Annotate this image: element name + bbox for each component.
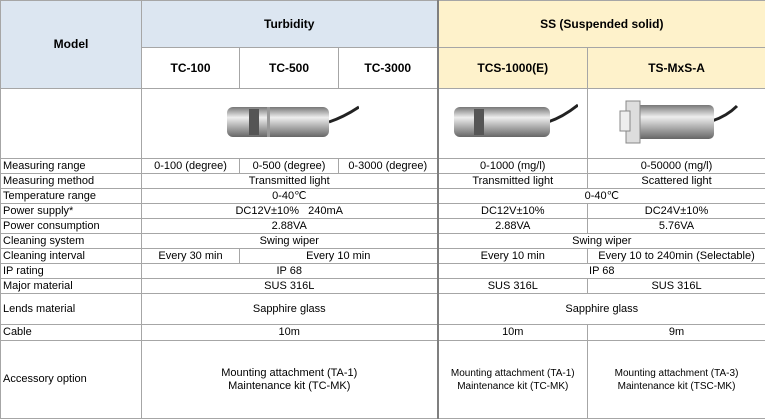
spec-value: Transmitted light	[142, 174, 438, 189]
spec-value: Sapphire glass	[142, 294, 438, 325]
spec-value: 9m	[588, 325, 765, 341]
sensor-image	[448, 97, 578, 147]
spec-value: IP 68	[142, 264, 438, 279]
row-label: Measuring method	[1, 174, 142, 189]
model-header: Model	[1, 1, 142, 89]
spec-value: DC12V±10%	[438, 204, 588, 219]
sensor-image	[219, 97, 359, 147]
row-label: Power consumption	[1, 219, 142, 234]
row-label: Accessory option	[1, 341, 142, 419]
model-name: TC-500	[240, 48, 339, 89]
spec-value: Every 10 to 240min (Selectable)	[588, 249, 765, 264]
spec-value: 0-3000 (degree)	[339, 159, 438, 174]
spec-value: Swing wiper	[142, 234, 438, 249]
spec-line: Mounting attachment (TA-1)	[144, 367, 435, 380]
spec-value: Every 30 min	[142, 249, 240, 264]
row-label: Power supply*	[1, 204, 142, 219]
model-name: TCS-1000(E)	[438, 48, 588, 89]
model-name: TC-3000	[339, 48, 438, 89]
spec-value: Mounting attachment (TA-1)Maintenance ki…	[438, 341, 588, 419]
spec-value: 2.88VA	[438, 219, 588, 234]
image-cell	[142, 89, 438, 159]
image-cell	[588, 89, 765, 159]
spec-line: Maintenance kit (TSC-MK)	[590, 380, 763, 393]
spec-value: DC12V±10% 240mA	[142, 204, 438, 219]
model-name: TC-100	[142, 48, 240, 89]
spec-value: 0-100 (degree)	[142, 159, 240, 174]
spec-value: 10m	[142, 325, 438, 341]
spec-value: Transmitted light	[438, 174, 588, 189]
spec-value: Mounting attachment (TA-1)Maintenance ki…	[142, 341, 438, 419]
spec-value: DC24V±10%	[588, 204, 765, 219]
spec-line: Mounting attachment (TA-3)	[590, 367, 763, 380]
sensor-image	[612, 91, 742, 153]
spec-value: Swing wiper	[438, 234, 765, 249]
spec-value: IP 68	[438, 264, 765, 279]
spec-value: 10m	[438, 325, 588, 341]
row-label: Cable	[1, 325, 142, 341]
spec-value: 0-40℃	[438, 189, 765, 204]
spec-value: Every 10 min	[240, 249, 438, 264]
row-label: Lends material	[1, 294, 142, 325]
row-label: Cleaning system	[1, 234, 142, 249]
ss-header: SS (Suspended solid)	[438, 1, 765, 48]
spec-line: Maintenance kit (TC-MK)	[441, 380, 586, 393]
spec-value: 5.76VA	[588, 219, 765, 234]
empty-cell	[1, 89, 142, 159]
spec-value: 0-40℃	[142, 189, 438, 204]
spec-value: 0-50000 (mg/l)	[588, 159, 765, 174]
spec-value: 0-1000 (mg/l)	[438, 159, 588, 174]
spec-line: Mounting attachment (TA-1)	[441, 367, 586, 380]
spec-value: SUS 316L	[588, 279, 765, 294]
row-label: Major material	[1, 279, 142, 294]
model-name: TS-MxS-A	[588, 48, 765, 89]
spec-value: Every 10 min	[438, 249, 588, 264]
spec-line: Maintenance kit (TC-MK)	[144, 380, 435, 393]
spec-value: Sapphire glass	[438, 294, 765, 325]
spec-value: Mounting attachment (TA-3)Maintenance ki…	[588, 341, 765, 419]
spec-value: Scattered light	[588, 174, 765, 189]
spec-value: 0-500 (degree)	[240, 159, 339, 174]
spec-value: SUS 316L	[438, 279, 588, 294]
row-label: Cleaning interval	[1, 249, 142, 264]
row-label: Temperature range	[1, 189, 142, 204]
image-cell	[438, 89, 588, 159]
row-label: Measuring range	[1, 159, 142, 174]
turbidity-header: Turbidity	[142, 1, 438, 48]
row-label: IP rating	[1, 264, 142, 279]
spec-value: 2.88VA	[142, 219, 438, 234]
spec-value: SUS 316L	[142, 279, 438, 294]
